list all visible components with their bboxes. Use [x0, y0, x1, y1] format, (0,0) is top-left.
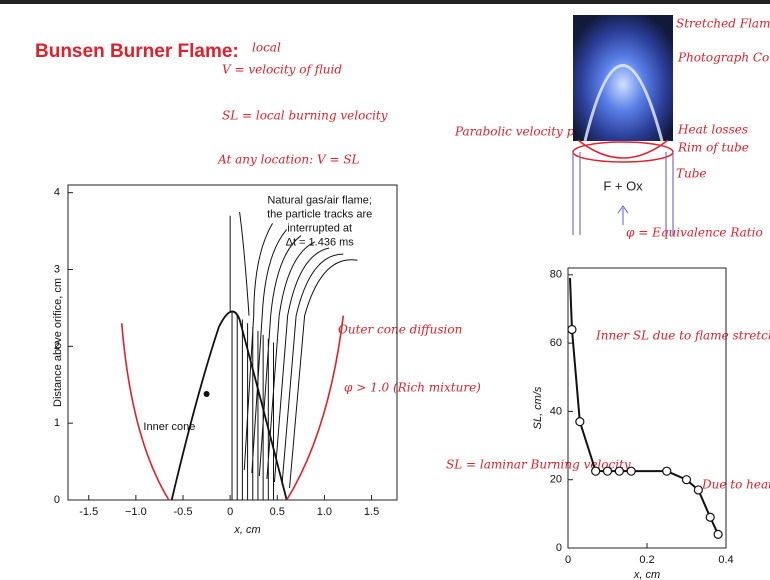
y-axis-label: SL, cm/s — [532, 386, 544, 429]
slide: Bunsen Burner Flame: local V = velocity … — [0, 0, 770, 580]
slide-canvas: Bunsen Burner Flame: local V = velocity … — [0, 0, 770, 580]
x-axis-label: x, cm — [233, 524, 260, 536]
top-bar — [0, 0, 770, 4]
data-point — [706, 513, 714, 521]
curve-start — [570, 278, 572, 329]
data-point — [576, 418, 584, 426]
x-tick-label: 1.5 — [364, 506, 379, 518]
data-point — [568, 325, 576, 333]
slide-title: Bunsen Burner Flame: — [35, 41, 239, 62]
note: Rim of tube — [677, 141, 749, 155]
y-tick-label: 0 — [556, 542, 562, 554]
x-tick-label: 0.2 — [639, 554, 654, 566]
note: Stretched Flame — [676, 17, 770, 31]
y-tick-label: 3 — [54, 263, 60, 275]
data-point — [694, 486, 702, 494]
note: Outer cone diffusion — [338, 323, 462, 337]
data-point — [592, 467, 600, 475]
y-tick-label: 40 — [550, 405, 562, 417]
data-point — [683, 476, 691, 484]
x-tick-label: 0.5 — [270, 506, 285, 518]
note: Due to heat loss — [701, 478, 770, 492]
x-tick-label: -1.5 — [79, 506, 98, 518]
flow-arrow — [618, 206, 628, 225]
annotation: interrupted at — [287, 222, 352, 234]
y-tick-label: 60 — [550, 337, 562, 349]
tube-label: F + Ox — [603, 178, 643, 193]
data-point — [714, 530, 722, 538]
annotation: Natural gas/air flame; — [267, 194, 372, 206]
note: SL = local burning velocity — [222, 109, 388, 123]
data-line — [572, 329, 718, 534]
note: φ > 1.0 (Rich mixture) — [344, 381, 481, 395]
note: V = velocity of fluid — [222, 63, 342, 77]
annotation: the particle tracks are — [267, 208, 372, 220]
data-point — [615, 467, 623, 475]
cone-point — [204, 391, 210, 397]
note: Inner SL due to flame stretch — [595, 329, 770, 343]
x-tick-label: 1.0 — [317, 506, 332, 518]
note: SL = laminar Burning velocity — [446, 458, 631, 472]
y-tick-label: 4 — [54, 187, 60, 199]
x-tick-label: 0.4 — [718, 554, 733, 566]
cone-label: Inner cone — [143, 421, 195, 433]
y-tick-label: 1 — [54, 417, 60, 429]
plot-frame — [568, 268, 726, 548]
x-tick-label: 0 — [565, 554, 571, 566]
y-tick-label: 0 — [54, 494, 60, 506]
tube-rim — [573, 142, 673, 162]
track-top — [230, 212, 249, 316]
x-axis-label: x, cm — [633, 569, 660, 580]
x-tick-label: -0.5 — [174, 506, 193, 518]
data-point — [604, 467, 612, 475]
note: local — [252, 41, 281, 55]
note: At any location: V = SL — [217, 153, 360, 167]
note: φ = Equivalence Ratio — [626, 226, 763, 240]
note: Tube — [676, 167, 707, 181]
x-tick-label: −1.0 — [125, 506, 147, 518]
annotation: Δt = 1.436 ms — [286, 236, 355, 248]
y-axis-label: Distance above orifice, cm — [52, 278, 64, 407]
y-tick-label: 20 — [550, 474, 562, 486]
note: Photograph Conical Flame — [677, 51, 770, 65]
note: Heat losses — [677, 123, 748, 137]
data-point — [663, 467, 671, 475]
y-tick-label: 80 — [550, 269, 562, 281]
data-point — [627, 467, 635, 475]
x-tick-label: 0 — [227, 506, 233, 518]
